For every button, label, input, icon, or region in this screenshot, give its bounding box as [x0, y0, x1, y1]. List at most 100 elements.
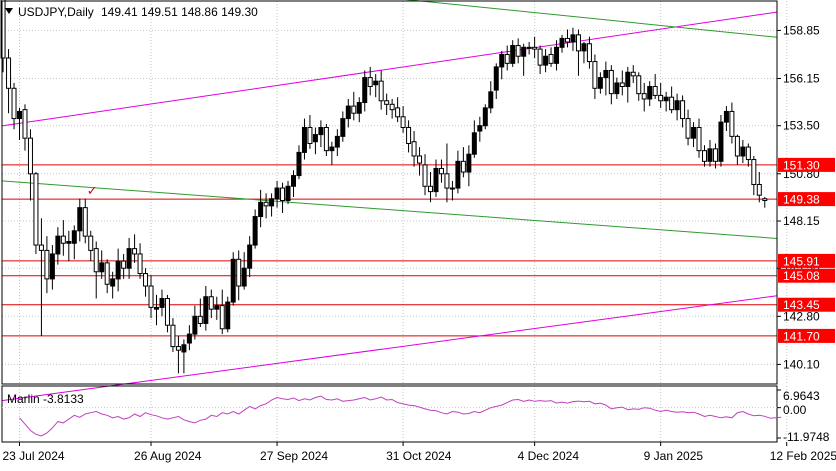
candle-body [412, 142, 416, 156]
candle-body [176, 347, 180, 351]
candle-body [34, 174, 38, 245]
candle-body [45, 250, 49, 279]
candle-body [100, 263, 104, 272]
level-price-label: 145.08 [783, 269, 820, 283]
indicator-scale-zero: 0.00 [783, 403, 807, 417]
candle-body [138, 254, 142, 274]
candle-body [407, 127, 411, 143]
candle-body [396, 108, 400, 117]
price-tick-label: 148.15 [783, 214, 820, 228]
candle-body [456, 161, 460, 188]
candle-body [620, 83, 624, 87]
candle-body [127, 249, 131, 269]
candle-body [637, 76, 641, 94]
candle-body [171, 325, 175, 346]
candle-body [286, 186, 290, 200]
candle-body [187, 334, 191, 343]
candle-body [598, 78, 602, 89]
candle-body [12, 88, 16, 118]
ohlc-values: 149.41 149.51 148.86 149.30 [101, 5, 258, 19]
candle-body [116, 261, 120, 279]
time-tick-label: 31 Oct 2024 [386, 449, 452, 463]
candle-body [522, 47, 526, 56]
candle-body [675, 101, 679, 110]
candle-body [730, 111, 734, 136]
candle-body [220, 306, 224, 329]
candle-body [467, 154, 471, 172]
candle-body [697, 127, 701, 150]
candle-body [445, 174, 449, 188]
candle-body [133, 249, 137, 254]
candle-body [231, 259, 235, 302]
candle-body [423, 165, 427, 186]
candle-body [505, 54, 509, 63]
candle-body [703, 151, 707, 162]
candle-body [533, 47, 537, 49]
price-tick-label: 156.15 [783, 71, 820, 85]
candle-body [83, 208, 87, 237]
candle-body [155, 307, 159, 309]
candle-body [78, 208, 82, 231]
candle-body [587, 44, 591, 62]
candle-body [511, 46, 515, 64]
time-tick-label: 12 Feb 2025 [770, 449, 836, 463]
candle-body [681, 101, 685, 119]
candle-body [275, 188, 279, 199]
candle-body [160, 298, 164, 307]
candle-body [67, 241, 71, 243]
candle-body [708, 149, 712, 161]
candle-body [122, 261, 126, 268]
candle-body [538, 49, 542, 65]
candle-body [390, 104, 394, 109]
candle-body [352, 106, 356, 113]
candle-body [763, 199, 767, 201]
candle-body [571, 35, 575, 42]
candle-body [566, 38, 570, 42]
candle-body [264, 202, 268, 206]
candle-body [626, 72, 630, 86]
candle-body [39, 245, 43, 250]
candle-body [686, 119, 690, 139]
candle-body [111, 279, 115, 286]
candle-body [604, 70, 608, 77]
symbol-label: USDJPY,Daily [18, 5, 94, 19]
candle-body [204, 297, 208, 324]
time-tick-label: 23 Jul 2024 [3, 449, 65, 463]
candle-body [302, 127, 306, 152]
candle-body [61, 236, 65, 243]
candle-body [757, 184, 761, 195]
candle-body [434, 168, 438, 191]
candle-body [237, 259, 241, 286]
candle-body [374, 81, 378, 85]
header: USDJPY,Daily 149.41 149.51 148.86 149.30 [5, 5, 258, 19]
candle-body [165, 298, 169, 325]
candle-body [209, 297, 213, 309]
candle-body [7, 58, 11, 88]
candle-body [281, 188, 285, 200]
candle-body [253, 217, 257, 246]
indicator-scale-top: 6.9643 [783, 389, 820, 403]
candle-body [23, 110, 27, 139]
candle-body [324, 127, 328, 150]
candle-body [418, 156, 422, 163]
candle-body [313, 135, 317, 142]
level-price-label: 145.91 [783, 254, 820, 268]
candle-body [105, 263, 109, 284]
candle-body [461, 161, 465, 172]
candle-body [368, 78, 372, 87]
candle-body [593, 62, 597, 89]
candle-body [735, 136, 739, 156]
time-tick-label: 27 Sep 2024 [260, 449, 328, 463]
candle-body [89, 236, 93, 250]
candle-body [719, 122, 723, 161]
candle-body [664, 97, 668, 101]
candle-body [472, 133, 476, 154]
price-tick-label: 140.10 [783, 357, 820, 371]
level-price-label: 151.30 [783, 158, 820, 172]
candle-body [659, 95, 663, 100]
candle-body [576, 35, 580, 51]
candle-body [242, 268, 246, 286]
candle-body [516, 46, 520, 57]
candle-body [752, 160, 756, 185]
